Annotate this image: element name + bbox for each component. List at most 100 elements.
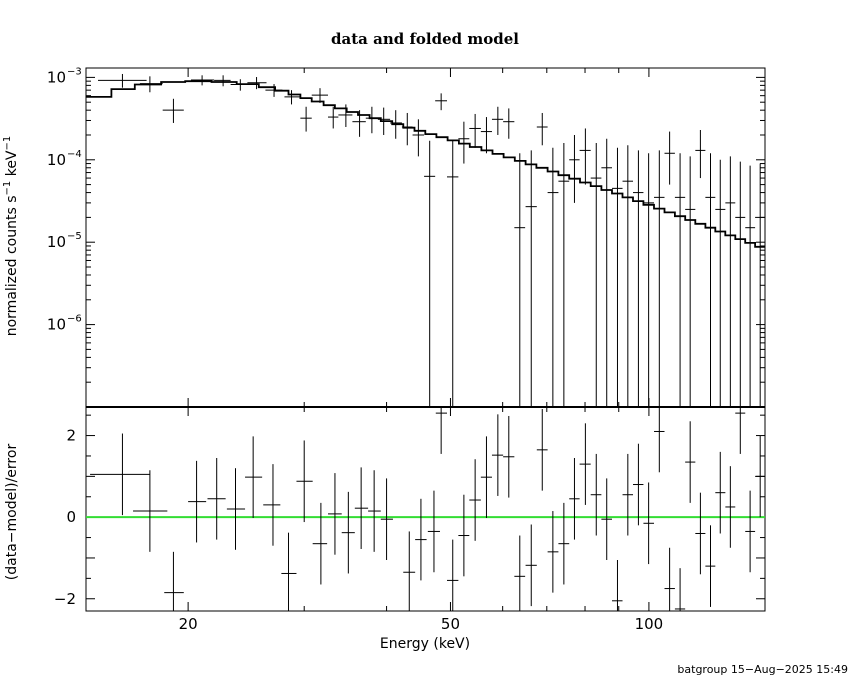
residual-point: [664, 547, 675, 611]
data-point: [162, 98, 184, 123]
residual-point: [328, 473, 342, 555]
residual-point: [633, 443, 644, 526]
residual-point: [380, 478, 393, 560]
data-point: [424, 140, 436, 407]
residual-point: [491, 414, 504, 496]
x-tick-label: 100: [635, 615, 664, 633]
residual-point: [133, 470, 168, 552]
folded-model-step-line: [86, 80, 765, 248]
data-point: [601, 138, 612, 407]
y-tick-label-spectrum: 10: [47, 316, 66, 334]
data-point: [390, 110, 402, 139]
residual-point: [90, 433, 150, 516]
residual-point: [514, 535, 526, 611]
data-point: [412, 119, 425, 157]
y-tick-label-spectrum: 10: [47, 151, 66, 169]
data-point: [247, 77, 267, 90]
residual-point: [755, 435, 765, 518]
residual-point: [480, 436, 492, 518]
x-tick-label: 20: [179, 615, 198, 633]
data-point: [547, 147, 559, 407]
data-point: [674, 153, 686, 407]
data-point: [755, 163, 765, 407]
residual-y-axis-label: (data−model)/error: [4, 444, 20, 581]
residual-point: [590, 453, 602, 536]
data-point: [328, 106, 339, 129]
x-tick-label: 50: [441, 615, 460, 633]
data-point: [590, 142, 602, 407]
data-point: [514, 153, 526, 407]
data-point: [654, 150, 665, 407]
residual-point: [674, 568, 686, 611]
residual-point: [281, 532, 297, 611]
data-point: [98, 73, 147, 88]
data-point: [622, 145, 634, 407]
data-point: [491, 106, 504, 135]
data-point: [469, 113, 481, 148]
data-point: [725, 156, 736, 407]
y-tick-exponent-spectrum: −5: [67, 231, 82, 242]
residual-point: [164, 551, 184, 611]
data-point: [230, 79, 248, 91]
spectrum-frame: [85, 67, 766, 408]
data-point: [365, 106, 379, 134]
data-point: [265, 84, 283, 97]
residual-point: [427, 490, 440, 573]
data-point: [685, 156, 696, 407]
residual-point: [715, 451, 726, 534]
y-tick-label-residual: 2: [66, 427, 76, 445]
residual-point: [725, 466, 736, 548]
chart-title: data and folded model: [331, 30, 519, 48]
data-point: [579, 128, 591, 185]
data-point: [643, 153, 655, 407]
data-point: [705, 153, 716, 407]
residual-point: [296, 440, 313, 523]
data-point: [300, 106, 312, 132]
residual-point: [435, 407, 448, 454]
residual-point: [226, 468, 246, 550]
data-point: [377, 107, 391, 135]
residual-point: [354, 467, 369, 549]
data-point: [139, 76, 163, 93]
footer-timestamp: batgroup 15−Aug−2025 15:49: [677, 663, 848, 676]
residual-point: [415, 498, 427, 581]
data-point: [284, 90, 301, 105]
y-tick-label-spectrum: 10: [47, 233, 66, 251]
residual-point: [368, 470, 381, 552]
data-point: [401, 112, 413, 146]
residual-point: [503, 415, 515, 498]
residual-point: [735, 407, 746, 454]
residual-point: [611, 560, 623, 611]
data-point: [447, 140, 459, 407]
data-point: [558, 142, 570, 407]
residual-point: [622, 453, 634, 536]
y-tick-exponent-spectrum: −6: [67, 314, 82, 325]
data-point: [611, 147, 623, 407]
residual-point: [685, 421, 696, 503]
spectrum-y-axis-label: normalized counts s−1 keV−1: [2, 136, 20, 337]
residual-point: [643, 482, 655, 565]
y-tick-label-residual: 0: [66, 508, 76, 526]
residual-point: [654, 407, 665, 473]
spectrum-panel: 10−310−410−510−6: [47, 66, 766, 408]
y-tick-label-residual: −2: [54, 590, 76, 608]
data-point: [190, 75, 215, 86]
x-axis-label: Energy (keV): [380, 636, 470, 652]
residual-point: [341, 491, 355, 574]
residual-point: [469, 459, 481, 541]
data-point: [352, 110, 366, 137]
residual-point: [547, 511, 559, 593]
residual-point: [705, 525, 716, 607]
residual-point: [569, 458, 580, 540]
data-point: [735, 161, 746, 407]
data-point: [745, 165, 756, 407]
residual-point: [207, 458, 226, 540]
residual-point: [188, 460, 207, 543]
residual-point: [312, 502, 328, 585]
data-point: [569, 134, 580, 203]
residual-point: [601, 478, 612, 560]
residual-point: [458, 494, 470, 577]
residual-point: [558, 502, 570, 585]
y-tick-exponent-spectrum: −4: [67, 149, 82, 160]
